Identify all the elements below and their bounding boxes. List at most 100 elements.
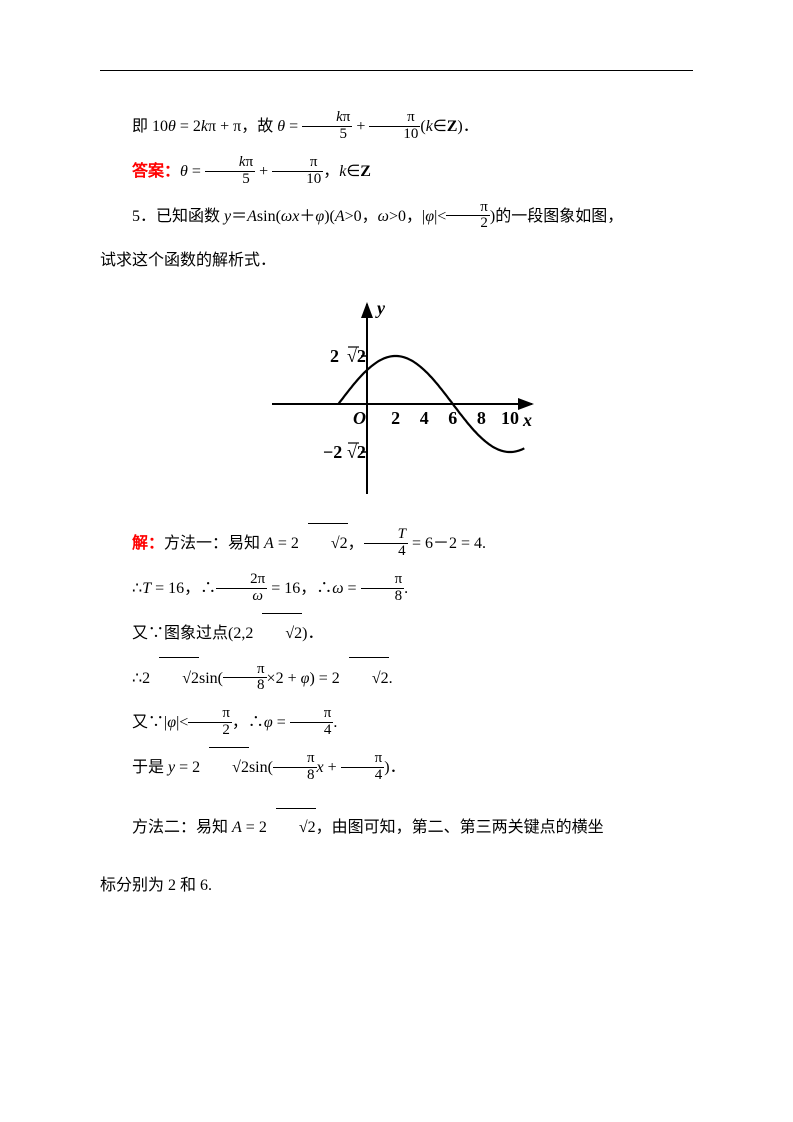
- theta: θ: [180, 163, 188, 180]
- phi: φ: [425, 208, 434, 225]
- pi: π: [246, 154, 254, 170]
- svg-text:6: 6: [448, 408, 457, 428]
- den: 2: [188, 722, 232, 739]
- sol-m6: 于是 y = 2√2sin(π8x + π4)．: [100, 746, 693, 791]
- t: )的一段图象如图，: [490, 208, 623, 225]
- line-eq1: 即 10θ = 2kπ + π，故 θ = kπ5 + π10(k∈Z)．: [100, 105, 693, 150]
- t: )．: [457, 118, 478, 135]
- solution-label: 解：: [132, 535, 164, 552]
- den: 10: [369, 126, 420, 143]
- t: =: [344, 580, 361, 597]
- sq: 2: [294, 625, 302, 642]
- sq: 2: [340, 535, 348, 552]
- sol-m3: 又∵图象过点(2,2√2)．: [100, 612, 693, 657]
- num: π: [223, 662, 267, 678]
- sqrt2: √2: [253, 612, 302, 657]
- t: sin(: [257, 208, 281, 225]
- t: >0，: [345, 208, 378, 225]
- den: 4: [341, 767, 385, 784]
- t: 又∵图象过点(2,2: [132, 625, 253, 642]
- num: π: [290, 706, 334, 722]
- sq: 2: [381, 670, 389, 687]
- t: )．: [302, 625, 323, 642]
- T: T: [142, 580, 151, 597]
- sol-m7a: 方法二：易知 A = 2√2，由图可知，第二、第三两关键点的横坐: [100, 807, 693, 849]
- sol-m5: 又∵|φ|<π2，∴φ = π4.: [100, 701, 693, 746]
- t: =: [285, 118, 302, 135]
- frac: π4: [341, 751, 385, 784]
- sol-m4: ∴2√2sin(π8×2 + φ) = 2√2.: [100, 657, 693, 702]
- t: )．: [384, 759, 405, 776]
- t: )(: [324, 208, 335, 225]
- t: ，由图可知，第二、第三两关键点的横坐: [316, 819, 604, 836]
- question-5: 5．已知函数 y＝Asin(ωx＋φ)(A>0，ω>0，|φ|<π2)的一段图象…: [100, 195, 693, 240]
- theta: θ: [277, 118, 285, 135]
- Z: Z: [360, 163, 371, 180]
- frac: 2πω: [216, 572, 267, 605]
- frac: π2: [188, 706, 232, 739]
- t: ＋: [299, 208, 315, 225]
- in: ∈: [346, 163, 360, 180]
- k: k: [426, 118, 433, 135]
- t: >0，|: [389, 208, 425, 225]
- den: 8: [223, 677, 267, 694]
- svg-text:4: 4: [419, 408, 428, 428]
- frac: π2: [446, 200, 490, 233]
- sqrt2: √2: [200, 746, 249, 791]
- t: = 16，∴: [267, 580, 332, 597]
- t: 方法二：易知: [132, 819, 232, 836]
- t: = 2: [242, 819, 267, 836]
- svg-text:O: O: [353, 408, 366, 428]
- om: ω: [378, 208, 389, 225]
- num: π: [446, 200, 490, 216]
- sqrt2: √2: [267, 807, 316, 849]
- t: π + π，故: [208, 118, 277, 135]
- svg-text:x: x: [522, 410, 532, 430]
- frac: π8: [361, 572, 405, 605]
- t: 5．已知函数: [132, 208, 224, 225]
- frac: T4: [364, 527, 408, 560]
- t: .: [333, 714, 337, 731]
- frac: kπ5: [302, 110, 352, 143]
- om: ω: [281, 208, 292, 225]
- svg-text:y: y: [375, 298, 386, 318]
- k: k: [239, 154, 246, 170]
- den: 5: [205, 171, 255, 188]
- t: sin(: [249, 759, 273, 776]
- t: |<: [176, 714, 188, 731]
- sq: 2: [241, 759, 249, 776]
- svg-text:8: 8: [476, 408, 485, 428]
- theta: θ: [168, 118, 176, 135]
- om: ω: [216, 588, 267, 605]
- T: T: [364, 527, 408, 543]
- sqrt2: √2: [150, 657, 199, 702]
- frac: π8: [273, 751, 317, 784]
- t: = 2: [176, 118, 201, 135]
- t: = 2: [175, 759, 200, 776]
- sol-m2: ∴T = 16，∴2πω = 16，∴ω = π8.: [100, 567, 693, 612]
- t: ) = 2: [309, 670, 339, 687]
- A: A: [247, 208, 257, 225]
- t: +: [255, 163, 272, 180]
- den: 2: [446, 215, 490, 232]
- question-5b: 试求这个函数的解析式．: [100, 239, 693, 284]
- den: 5: [302, 126, 352, 143]
- t: +: [324, 759, 341, 776]
- frac: π4: [290, 706, 334, 739]
- svg-text:2: 2: [330, 346, 339, 366]
- num: π: [272, 155, 323, 171]
- sqrt2: √2: [299, 522, 348, 567]
- svg-text:−2: −2: [323, 442, 342, 462]
- t: = 6－2 = 4.: [408, 535, 486, 552]
- t: ，∴: [232, 714, 264, 731]
- num: 2π: [216, 572, 267, 588]
- num: π: [188, 706, 232, 722]
- frac: π10: [272, 155, 323, 188]
- t: 方法一：易知: [164, 535, 264, 552]
- num: π: [341, 751, 385, 767]
- frac: kπ5: [205, 155, 255, 188]
- sq: 2: [191, 670, 199, 687]
- t: +: [352, 118, 369, 135]
- t: ∴: [132, 580, 142, 597]
- k: k: [336, 109, 343, 125]
